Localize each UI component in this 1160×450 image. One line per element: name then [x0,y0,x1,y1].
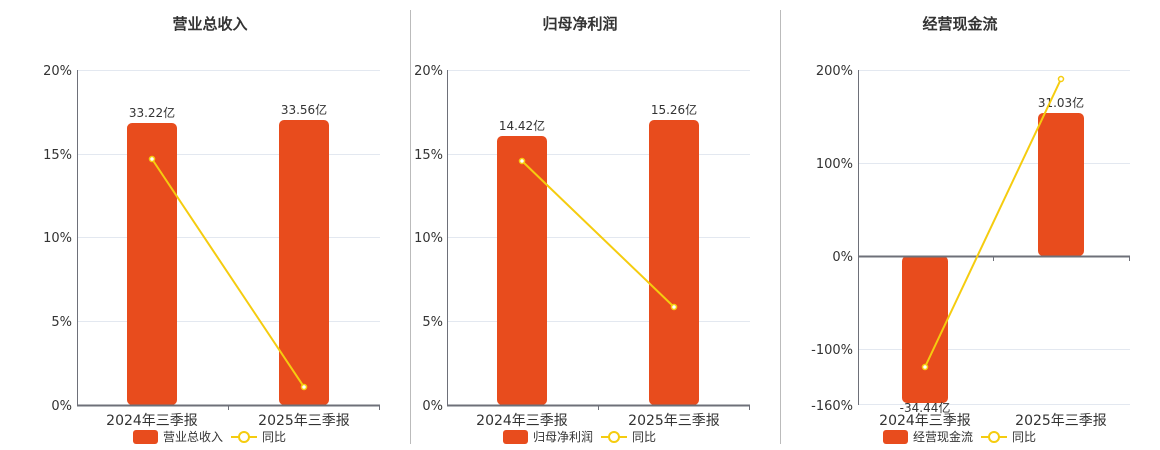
y-tick: 10% [43,231,72,246]
legend-bar-swatch[interactable] [883,429,908,444]
chart-title-net-profit: 归母净利润 [542,15,618,33]
y-tick: 100% [816,157,853,172]
panel-divider [410,10,411,444]
bar-2025 [1038,113,1084,256]
y-tick: 0% [422,399,443,414]
legend: 营业总收入 同比 [133,428,286,445]
y-tick: 20% [414,64,443,79]
yoy-line [924,78,1062,368]
x-label: 2025年三季报 [258,413,350,429]
legend-bar-swatch[interactable] [503,429,528,444]
y-tick: 5% [51,315,72,330]
y-tick: -100% [811,343,853,358]
yoy-point [148,155,156,163]
y-tick: 200% [816,64,853,79]
y-tick: 15% [43,148,72,163]
chart-title-revenue: 营业总收入 [172,15,248,33]
y-tick: -160% [811,399,853,414]
bar-2025 [279,120,329,405]
legend: 归母净利润 同比 [503,428,656,445]
chart-cash-flow: 200% 100% 0% -100% -160% -34.44亿 31.03亿 … [811,64,1130,429]
yoy-line [151,158,305,388]
grid-lines [77,70,380,322]
y-tick: 10% [414,231,443,246]
bar-label: 31.03亿 [1038,95,1084,110]
legend-bar-label[interactable]: 营业总收入 [163,430,224,444]
chart-net-profit: 20% 15% 10% 5% 0% 14.42亿 15.26亿 2024年三季报… [414,64,750,429]
x-label: 2024年三季报 [106,413,198,429]
y-tick: 15% [414,148,443,163]
bar-label: 33.22亿 [129,105,175,120]
x-label: 2025年三季报 [628,413,720,429]
chart-title-cash-flow: 经营现金流 [922,15,998,33]
x-label: 2025年三季报 [1015,413,1107,429]
legend-line-label[interactable]: 同比 [632,430,657,444]
legend-line-icon[interactable] [981,430,1008,444]
legend-bar-swatch[interactable] [133,429,158,444]
bar-label: 33.56亿 [281,102,327,117]
legend-line-icon[interactable] [231,430,258,444]
bar-label: 14.42亿 [499,118,545,133]
legend-line-label[interactable]: 同比 [262,430,287,444]
yoy-point [300,383,308,391]
legend-bar-label[interactable]: 经营现金流 [913,430,974,444]
legend-bar-label[interactable]: 归母净利润 [533,430,594,444]
x-label: 2024年三季报 [879,413,971,429]
y-tick: 5% [422,315,443,330]
bar-2024 [902,256,948,403]
legend-line-label[interactable]: 同比 [1012,430,1037,444]
bar-2024 [497,136,547,405]
y-tick: 20% [43,64,72,79]
y-tick: 0% [832,250,853,265]
legend: 经营现金流 同比 [883,428,1036,445]
bar-label: 15.26亿 [651,102,697,117]
x-label: 2024年三季报 [476,413,568,429]
yoy-line [521,160,675,308]
bar-2024 [127,123,177,405]
bar-2025 [649,120,699,405]
chart-revenue: 20% 15% 10% 5% 0% 33.22亿 33.56亿 2024年三季报… [43,64,380,429]
legend-line-icon[interactable] [601,430,628,444]
y-tick: 0% [51,399,72,414]
panel-divider [780,10,781,444]
bar-label: -34.44亿 [900,400,951,415]
